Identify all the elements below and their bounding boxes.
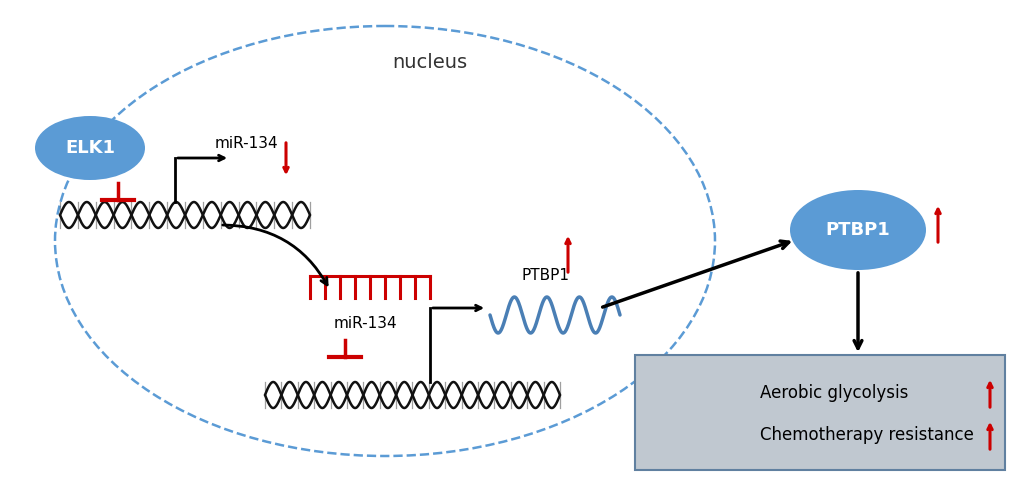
- Text: nucleus: nucleus: [392, 53, 467, 71]
- Text: miR-134: miR-134: [215, 135, 278, 150]
- Ellipse shape: [790, 190, 925, 270]
- Ellipse shape: [35, 116, 145, 180]
- Text: Chemotherapy resistance: Chemotherapy resistance: [759, 426, 973, 444]
- Text: PTBP1: PTBP1: [522, 268, 570, 282]
- Bar: [635, 355, 1004, 470]
- Text: miR-134: miR-134: [333, 317, 396, 332]
- Text: Aerobic glycolysis: Aerobic glycolysis: [759, 384, 908, 402]
- Text: PTBP1: PTBP1: [824, 221, 890, 239]
- Text: ELK1: ELK1: [65, 139, 115, 157]
